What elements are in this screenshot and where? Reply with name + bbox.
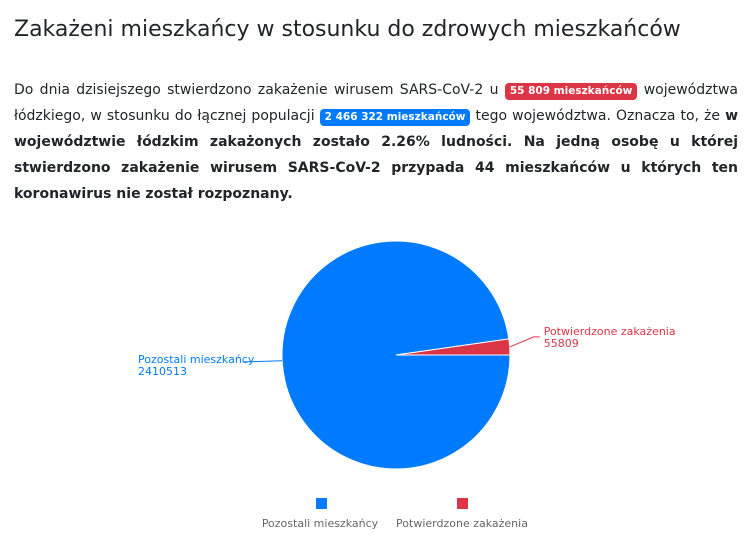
infected-leader-line (509, 336, 540, 348)
chart-legend: Pozostali mieszkańcy Potwierdzone zakażen… (262, 498, 528, 530)
pie-slices (281, 240, 511, 470)
summary-text-intro: Do dnia dzisiejszego stwierdzono zakażen… (14, 82, 505, 98)
infected-count-badge: 55 809 mieszkańców (504, 83, 638, 100)
infected-slice-label: Potwierdzone zakażenia (544, 325, 676, 338)
summary-paragraph: Do dnia dzisiejszego stwierdzono zakażen… (14, 77, 738, 207)
healthy-slice-label: Pozostali mieszkańcy (138, 353, 255, 366)
infected-slice-value: 55809 (544, 337, 579, 350)
legend-label-infected: Potwierdzone zakażenia (396, 517, 528, 530)
summary-text-middle: województwa łódzkiego, w stosunku do łąc… (14, 82, 738, 124)
legend-label-healthy: Pozostali mieszkańcy (262, 517, 379, 530)
legend-swatch-healthy (316, 498, 327, 509)
page-title: Zakażeni mieszkańcy w stosunku do zdrowy… (14, 17, 681, 42)
summary-text-conclusion-lead: tego województwa. Oznacza to, że (470, 108, 726, 124)
population-count-badge: 2 466 322 mieszkańców (319, 109, 471, 126)
healthy-leader-line (244, 360, 283, 363)
healthy-slice-value: 2410513 (138, 365, 187, 378)
legend-swatch-infected (457, 498, 468, 509)
summary-conclusion: w województwie łódzkim zakażonych został… (14, 108, 738, 202)
infection-pie-chart: Potwierdzone zakażenia 55809 Pozostali mie… (0, 200, 750, 540)
